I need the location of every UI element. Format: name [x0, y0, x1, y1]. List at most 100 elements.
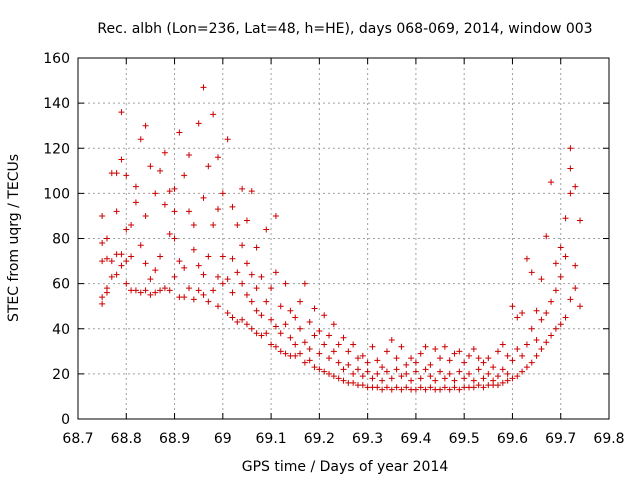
data-point — [321, 368, 328, 375]
data-point — [113, 271, 120, 278]
data-point — [171, 235, 178, 242]
data-point — [253, 330, 260, 337]
data-points — [99, 84, 584, 393]
data-point — [152, 190, 159, 197]
data-point — [461, 359, 468, 366]
data-point — [99, 240, 106, 247]
x-tick-label: 69.4 — [400, 431, 431, 447]
data-point — [224, 276, 231, 283]
data-point — [364, 368, 371, 375]
data-point — [340, 334, 347, 341]
data-point — [277, 303, 284, 310]
data-point — [383, 368, 390, 375]
data-point — [224, 136, 231, 143]
data-point — [171, 273, 178, 280]
data-point — [108, 273, 115, 280]
data-point — [548, 179, 555, 186]
data-point — [186, 152, 193, 159]
data-point — [494, 373, 501, 380]
data-point — [437, 368, 444, 375]
data-point — [451, 384, 458, 391]
data-point — [277, 330, 284, 337]
data-point — [99, 300, 106, 307]
data-point — [248, 188, 255, 195]
x-axis-label: GPS time / Days of year 2014 — [242, 459, 449, 475]
data-point — [340, 377, 347, 384]
data-point — [282, 280, 289, 287]
data-point — [446, 357, 453, 364]
y-tick-label: 120 — [43, 141, 70, 157]
data-point — [335, 375, 342, 382]
x-tick-label: 68.7 — [62, 431, 93, 447]
data-point — [123, 172, 130, 179]
data-point — [258, 332, 265, 339]
data-point — [234, 318, 241, 325]
data-point — [412, 386, 419, 393]
data-point — [451, 350, 458, 357]
data-point — [475, 366, 482, 373]
data-point — [118, 251, 125, 258]
data-point — [142, 287, 149, 294]
data-point — [480, 375, 487, 382]
data-point — [354, 366, 361, 373]
data-point — [519, 368, 526, 375]
data-point — [132, 183, 139, 190]
data-point — [504, 370, 511, 377]
y-tick-label: 0 — [61, 412, 70, 428]
data-point — [427, 361, 434, 368]
data-point — [446, 386, 453, 393]
data-point — [190, 296, 197, 303]
data-point — [403, 361, 410, 368]
data-point — [528, 269, 535, 276]
data-point — [514, 314, 521, 321]
data-point — [364, 359, 371, 366]
data-point — [128, 221, 135, 228]
data-point — [514, 346, 521, 353]
data-point — [258, 273, 265, 280]
data-point — [494, 382, 501, 389]
data-point — [432, 346, 439, 353]
data-point — [326, 355, 333, 362]
data-point — [383, 384, 390, 391]
data-point — [214, 154, 221, 161]
data-point — [567, 190, 574, 197]
data-point — [103, 235, 110, 242]
data-point — [417, 384, 424, 391]
data-point — [229, 255, 236, 262]
data-point — [398, 386, 405, 393]
data-point — [219, 280, 226, 287]
data-point — [306, 318, 313, 325]
data-point — [229, 203, 236, 210]
data-point — [456, 368, 463, 375]
data-point — [514, 373, 521, 380]
data-point — [243, 291, 250, 298]
data-point — [297, 298, 304, 305]
data-point — [142, 212, 149, 219]
data-point — [543, 339, 550, 346]
data-point — [567, 296, 574, 303]
data-point — [572, 262, 579, 269]
data-point — [330, 321, 337, 328]
data-point — [157, 253, 164, 260]
data-point — [239, 185, 246, 192]
data-point — [316, 350, 323, 357]
data-point — [340, 366, 347, 373]
data-point — [311, 332, 318, 339]
data-point — [200, 271, 207, 278]
x-tick-label: 68.8 — [111, 431, 142, 447]
data-point — [350, 379, 357, 386]
y-tick-label: 160 — [43, 51, 70, 67]
data-point — [393, 384, 400, 391]
data-point — [311, 305, 318, 312]
data-point — [427, 373, 434, 380]
data-point — [137, 136, 144, 143]
data-point — [147, 291, 154, 298]
data-point — [108, 258, 115, 265]
data-point — [123, 280, 130, 287]
data-point — [181, 294, 188, 301]
data-point — [412, 359, 419, 366]
y-tick-label: 100 — [43, 186, 70, 202]
data-point — [210, 287, 217, 294]
data-point — [253, 244, 260, 251]
data-point — [345, 348, 352, 355]
